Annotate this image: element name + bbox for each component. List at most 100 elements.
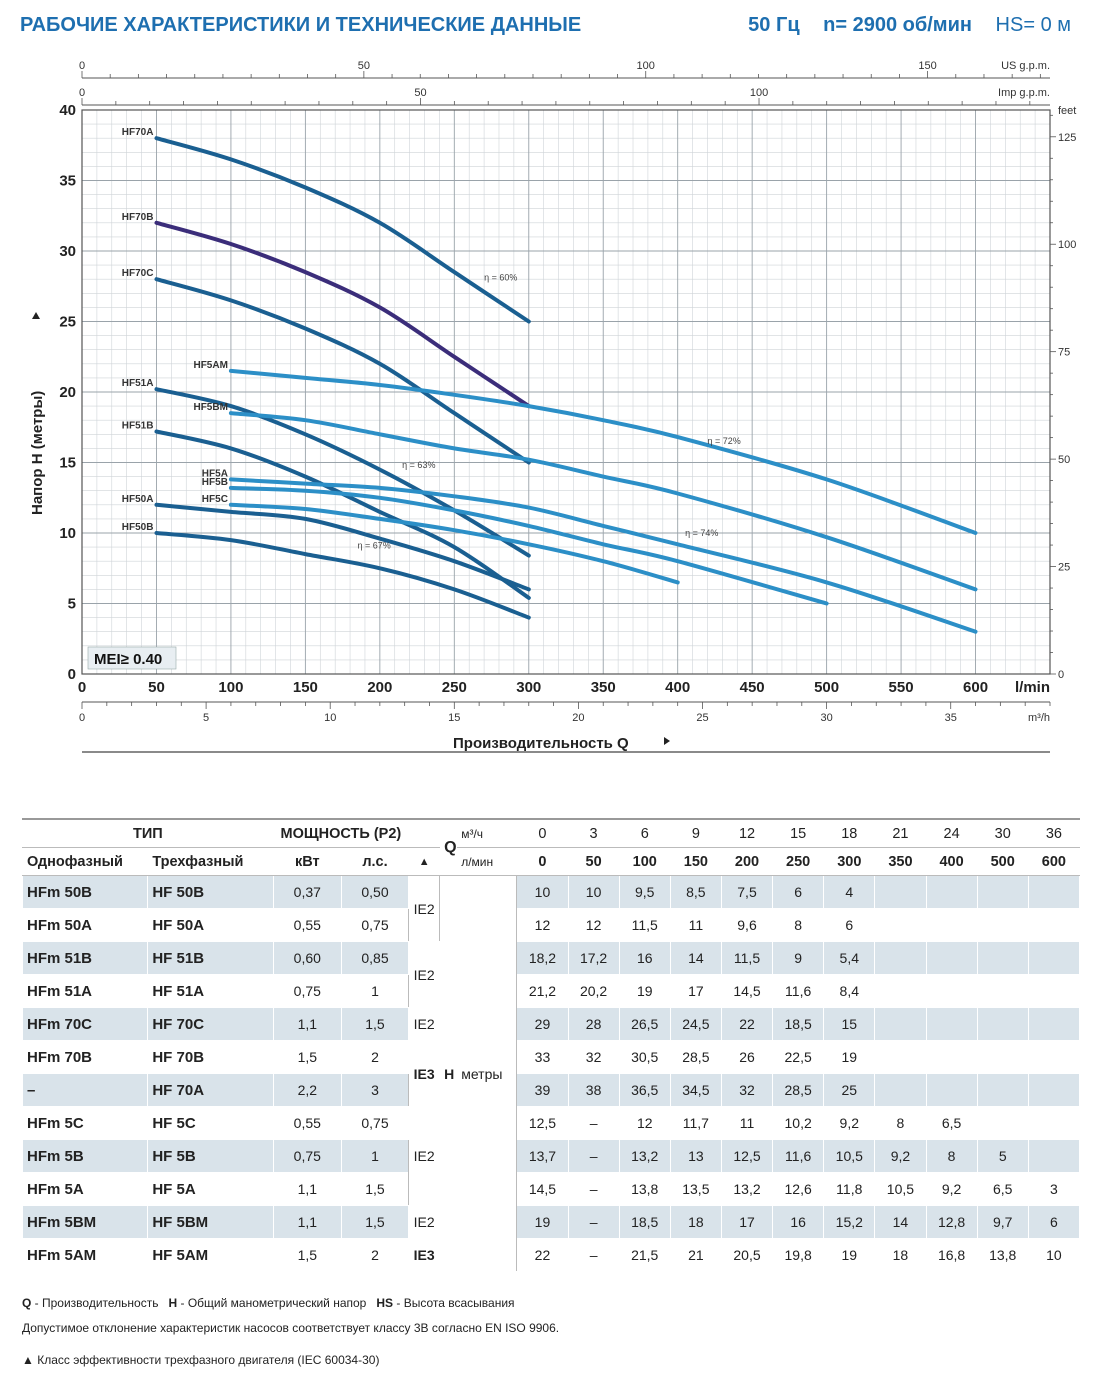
- head-value: 13,8: [618, 1172, 671, 1206]
- head-value: 18,2: [516, 941, 569, 975]
- table-row: HFm 5A HF 5A 1,1 1,5 14,5–13,8 13,5 13,2 12,6 11…: [21, 1172, 1081, 1206]
- head-value: 14: [669, 941, 722, 975]
- m3h-tick-label: 35: [945, 712, 957, 724]
- series-line-hf70a: [154, 136, 531, 324]
- x-tick-label: 400: [665, 679, 690, 696]
- head-value: [925, 1073, 978, 1107]
- head-value: 14,5: [516, 1172, 569, 1206]
- head-value: [976, 1040, 1029, 1074]
- q-lmin-500: 500: [976, 847, 1029, 876]
- head-value: 9,6: [720, 908, 774, 942]
- head-value: 13,8: [976, 1238, 1029, 1272]
- head-value: 13,2: [618, 1139, 671, 1173]
- axis-ticks: 0 50 100 150 200 250 300 350 400 450 500 550 600 0 5 10…: [59, 102, 988, 696]
- three-phase-model: HF 70B: [147, 1040, 274, 1074]
- head-value: 26,5: [618, 1007, 671, 1041]
- three-phase-model: HF 51A: [147, 974, 274, 1008]
- head-value: 22: [516, 1238, 569, 1272]
- three-phase-model: HF 70C: [147, 1007, 274, 1041]
- single-phase-model: HFm 50B: [21, 875, 149, 909]
- single-phase-model: HFm 5C: [21, 1106, 149, 1140]
- head-value: 15,2: [823, 1205, 876, 1239]
- secondary-unit: Imp g.p.m.: [998, 87, 1050, 99]
- head-value: 26: [720, 1040, 774, 1074]
- three-phase-model: HF 5A: [147, 1172, 274, 1206]
- head-value: 25: [823, 1073, 876, 1107]
- head-value: [1027, 1073, 1081, 1107]
- power-kw: 0,75: [272, 1139, 342, 1173]
- series-labels: HF70A HF70B HF70C HF51A HF51B HF50A HF50B HF5AM…: [122, 127, 228, 533]
- table-row: HFm 70B HF 70B 1,5 2 IE3 33 32 30,5 28,5 26 22,5 19: [21, 1040, 1081, 1107]
- series-label: HF51B: [122, 420, 154, 431]
- three-phase-header: Трехфазный: [147, 847, 274, 876]
- hp-header: л.с.: [340, 847, 410, 876]
- head-value: 29: [516, 1007, 569, 1041]
- series-label: HF5A: [202, 468, 228, 479]
- power-hp: 0,50: [340, 875, 410, 909]
- power-hp: 0,75: [340, 908, 410, 942]
- efficiency-annotations: η = 60% η = 72% η = 63% η = 74% η = 67%: [358, 273, 741, 551]
- head-value: 9,5: [618, 875, 671, 909]
- head-value: [874, 974, 927, 1008]
- head-value: 6: [1027, 1205, 1081, 1239]
- y-tick-label: 0: [68, 666, 76, 683]
- q-m3h-3: 3: [567, 818, 620, 848]
- power-kw: 0,37: [272, 875, 342, 909]
- head-value: 16,8: [925, 1238, 978, 1272]
- m3h-tick-label: 30: [820, 712, 832, 724]
- head-value: 12,5: [720, 1139, 774, 1173]
- x-tick-label: 150: [293, 679, 318, 696]
- head-value: 19: [823, 1238, 876, 1272]
- suction-height-label: HS= 0 м: [995, 14, 1071, 36]
- power-hp: 1: [340, 974, 410, 1008]
- head-value: [976, 1007, 1029, 1041]
- q-m3h-36: 36: [1027, 818, 1081, 848]
- x-tick-label: 50: [148, 679, 165, 696]
- x-arrow-icon: [664, 737, 670, 745]
- power-kw: 1,1: [272, 1007, 342, 1041]
- secondary-tick-label: 0: [79, 60, 85, 72]
- feet-axis: 0 25 50 75 100 125 feet: [1050, 105, 1076, 681]
- q-lmin-350: 350: [874, 847, 927, 876]
- q-m3h-6: 6: [618, 818, 671, 848]
- q-lmin-unit: л/мин: [456, 847, 518, 876]
- secondary-tick-label: 0: [79, 87, 85, 99]
- m3h-tick-label: 25: [696, 712, 708, 724]
- head-value: [925, 1007, 978, 1041]
- head-value: 9: [772, 941, 825, 975]
- series-label: HF50A: [122, 494, 154, 505]
- efficiency-label: η = 63%: [402, 460, 435, 470]
- series-label: HF50B: [122, 522, 154, 533]
- head-value: 11,6: [772, 1139, 825, 1173]
- efficiency-label: η = 74%: [685, 528, 718, 538]
- frequency-label: 50 Гц: [748, 14, 800, 36]
- single-phase-model: HFm 70B: [21, 1040, 149, 1074]
- head-value: 5,4: [823, 941, 876, 975]
- head-value: 3: [1027, 1172, 1081, 1206]
- q-lmin-150: 150: [669, 847, 722, 876]
- head-value: [925, 1040, 978, 1074]
- head-value: 6: [772, 875, 825, 909]
- m3h-tick-label: 5: [203, 712, 209, 724]
- m3h-tick-label: 20: [572, 712, 584, 724]
- x-tick-label: 200: [367, 679, 392, 696]
- three-phase-model: HF 5BM: [147, 1205, 274, 1239]
- q-lmin-200: 200: [720, 847, 774, 876]
- head-value: –: [567, 1106, 620, 1140]
- head-value: 32: [720, 1073, 774, 1107]
- y-tick-label: 35: [59, 173, 76, 190]
- feet-tick-label: 125: [1058, 132, 1076, 144]
- head-value: [976, 941, 1029, 975]
- head-value: 14,5: [720, 974, 774, 1008]
- power-hp: 1,5: [340, 1172, 410, 1206]
- head-value: 28,5: [669, 1040, 722, 1074]
- head-value: 19: [618, 974, 671, 1008]
- y-tick-label: 25: [59, 314, 76, 331]
- type-header: ТИП: [22, 818, 274, 848]
- q-lmin-50: 50: [567, 847, 620, 876]
- series-curves: [154, 136, 978, 634]
- table-row: HFm 5AM HF 5AM 1,5 2 IE3 22–21,5 21 20,5 19,8 19 1…: [21, 1238, 1081, 1272]
- series-label: HF5BM: [193, 402, 227, 413]
- head-value: 9,2: [823, 1106, 876, 1140]
- head-value: [925, 974, 978, 1008]
